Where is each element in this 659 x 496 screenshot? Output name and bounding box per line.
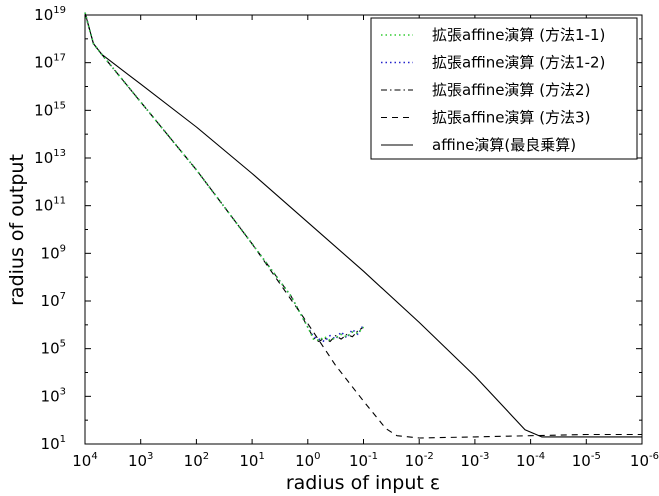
x-tick-label: 10-2 — [405, 451, 434, 470]
x-tick-label: 10-6 — [630, 451, 659, 470]
series-line-2 — [84, 12, 365, 343]
y-tick-label: 107 — [41, 291, 66, 310]
x-tick-label: 10-4 — [516, 451, 545, 470]
legend-box — [370, 17, 638, 160]
series-line-3 — [84, 12, 364, 343]
y-tick-label: 103 — [41, 386, 66, 405]
y-tick-label: 1011 — [34, 196, 66, 215]
x-tick-label: 10-5 — [572, 451, 601, 470]
legend-label-4: 拡張affine演算 (方法3) — [432, 109, 590, 127]
x-tick-label: 100 — [295, 451, 320, 470]
y-tick-label: 1015 — [34, 100, 66, 119]
x-axis-label: radius of input ε — [286, 472, 440, 494]
y-tick-label: 105 — [41, 339, 66, 358]
y-tick-label: 1017 — [34, 53, 66, 72]
y-axis-ticks: 101 103 105 107 109 1011 1013 1015 1017 1019 — [34, 5, 642, 453]
x-tick-label: 101 — [239, 451, 264, 470]
y-tick-label: 101 — [41, 434, 66, 453]
y-tick-label: 109 — [41, 243, 66, 262]
series-layer — [84, 12, 642, 439]
legend-label-3: 拡張affine演算 (方法2) — [432, 81, 590, 99]
x-axis-ticks: 104 103 102 101 100 10-1 10-2 10-3 10-4 10-5 10-6 — [72, 15, 659, 470]
legend-label-5: affine演算(最良乗算) — [432, 136, 576, 154]
x-tick-label: 10-3 — [460, 451, 489, 470]
x-tick-label: 103 — [128, 451, 153, 470]
x-tick-label: 104 — [72, 451, 97, 470]
legend-label-2: 拡張affine演算 (方法1-2) — [432, 54, 605, 72]
y-tick-label: 1013 — [34, 148, 66, 167]
y-axis-label: radius of output — [6, 154, 28, 306]
legend-label-1: 拡張affine演算 (方法1-1) — [432, 26, 605, 44]
legend: 拡張affine演算 (方法1-1) 拡張affine演算 (方法1-2) 拡張af… — [370, 17, 638, 160]
x-tick-label: 102 — [184, 451, 209, 470]
y-tick-label: 1019 — [34, 5, 66, 24]
x-tick-label: 10-1 — [349, 451, 378, 470]
series-line-1 — [84, 12, 365, 342]
